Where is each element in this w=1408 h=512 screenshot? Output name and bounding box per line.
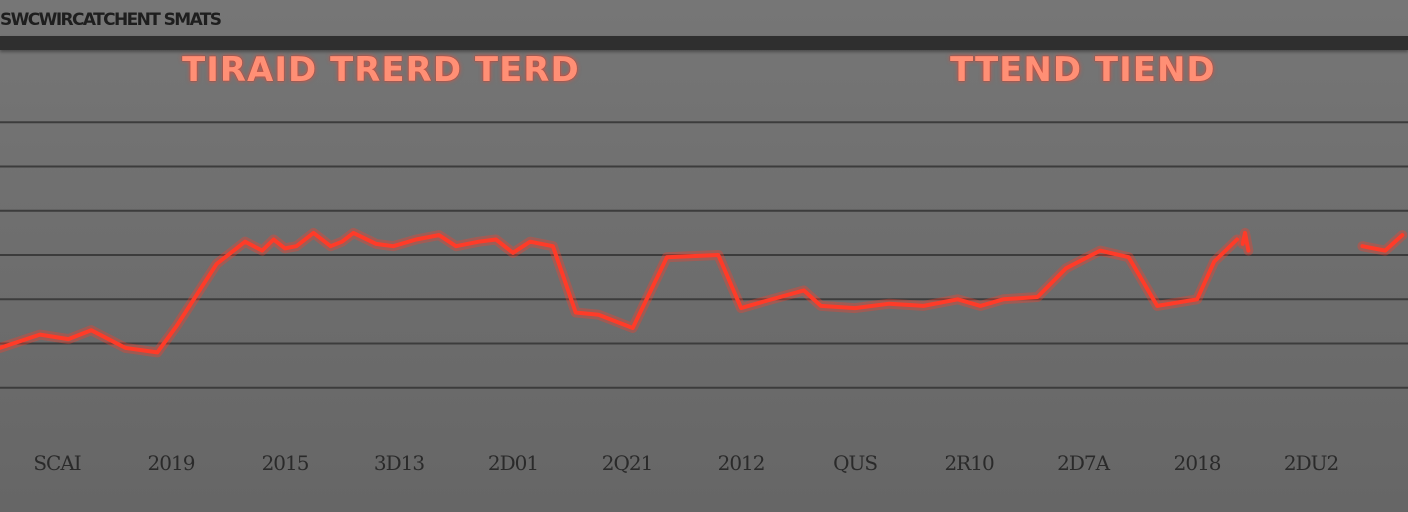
x-tick-label: 2015 xyxy=(262,451,309,475)
x-tick-label: SCAI xyxy=(33,451,80,475)
x-tick-label: 3D13 xyxy=(374,451,424,475)
header-divider xyxy=(0,36,1408,50)
x-tick-label: QUS xyxy=(833,451,877,475)
header-label: SWCWIRCATCHENT SMATS xyxy=(0,10,222,30)
x-tick-label: 2R10 xyxy=(944,451,994,475)
chart-title-right: TTEND TIEND xyxy=(950,50,1216,90)
x-tick-label: 2019 xyxy=(148,451,195,475)
x-tick-label: 2D01 xyxy=(488,451,538,475)
chart-title-left: TIRAID TRERD TERD xyxy=(182,50,580,90)
x-tick-label: 2DU2 xyxy=(1284,451,1338,475)
x-tick-label: 2Q21 xyxy=(602,451,653,475)
series-line-segment xyxy=(0,230,1239,355)
series-line-glow xyxy=(0,227,1242,358)
series-line-segment xyxy=(1240,230,1251,253)
x-tick-label: 2018 xyxy=(1174,451,1221,475)
x-tick-label: 2012 xyxy=(718,451,765,475)
series-line-segment xyxy=(1360,233,1405,253)
x-tick-label: 2D7A xyxy=(1057,451,1110,475)
